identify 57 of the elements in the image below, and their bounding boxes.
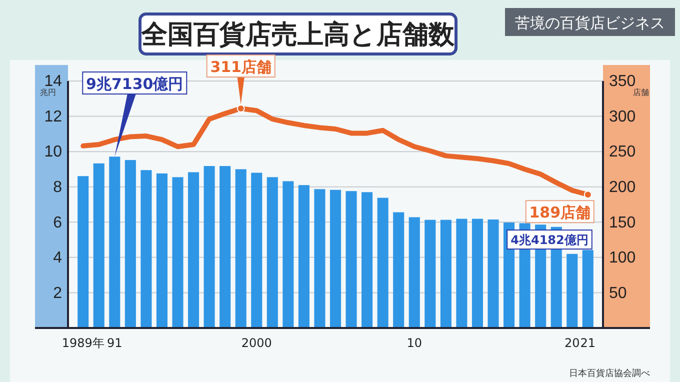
bar — [472, 218, 483, 328]
x-tick-label: 2000 — [241, 336, 272, 350]
y-tick-label: 12 — [44, 108, 62, 126]
bar — [424, 220, 436, 328]
y-tick-label: 14 — [44, 73, 62, 90]
bar — [298, 185, 310, 328]
y-tick-label: 10 — [44, 144, 62, 161]
bar — [282, 181, 294, 328]
bar — [156, 173, 168, 328]
bar — [440, 220, 452, 328]
bar — [488, 219, 499, 328]
y-tick-label: 8 — [53, 178, 62, 196]
x-tick-label: 91 — [107, 336, 122, 350]
y2-tick-label: 100 — [609, 250, 636, 267]
bar — [188, 172, 200, 328]
y-axis-title: 兆円 — [40, 88, 56, 97]
bar — [362, 192, 373, 328]
y-tick-label: 2 — [53, 284, 62, 302]
bar — [314, 189, 326, 328]
bar — [582, 250, 594, 328]
y2-tick-label: 350 — [609, 73, 636, 90]
bar — [266, 177, 278, 328]
x-tick-label: 21 — [580, 336, 596, 350]
x-tick-label: 20 — [564, 336, 580, 350]
bar — [172, 177, 184, 328]
bar — [140, 170, 152, 328]
bar — [330, 190, 342, 328]
y-tick-label: 4 — [53, 250, 62, 267]
chart-subtitle: 苦境の百貨店ビジネス — [515, 14, 665, 32]
x-tick-label: 10 — [406, 336, 422, 350]
y2-tick-label: 250 — [609, 144, 636, 161]
bar — [346, 191, 357, 328]
text: 日本百貨店協会調べ — [569, 368, 650, 379]
bar — [408, 217, 420, 328]
annotation: 4兆4182億円 — [510, 233, 588, 248]
bar — [456, 218, 468, 328]
y2-axis-title: 店舗 — [633, 88, 649, 97]
bar — [377, 198, 388, 328]
y2-tick-label: 150 — [609, 214, 636, 232]
bar — [393, 212, 404, 328]
data-label: 189店舗 — [529, 204, 591, 222]
annotation: 9兆7130億円 — [86, 75, 184, 93]
bar — [93, 163, 104, 328]
y2-tick-label: 300 — [609, 108, 636, 126]
bar — [566, 254, 578, 328]
bar — [124, 160, 136, 328]
y2-tick-label: 200 — [609, 178, 636, 196]
y-tick-label: 6 — [53, 214, 62, 232]
bar — [235, 169, 246, 328]
bar — [78, 176, 89, 328]
bar — [220, 166, 231, 328]
bar — [251, 172, 262, 328]
x-tick-label: 1989年 — [62, 336, 104, 350]
y2-tick-label: 50 — [609, 284, 627, 302]
chart-title: 全国百貨店売上高と店舗数 — [140, 20, 456, 50]
data-label: 311店舗 — [210, 58, 272, 76]
bar — [204, 166, 215, 328]
